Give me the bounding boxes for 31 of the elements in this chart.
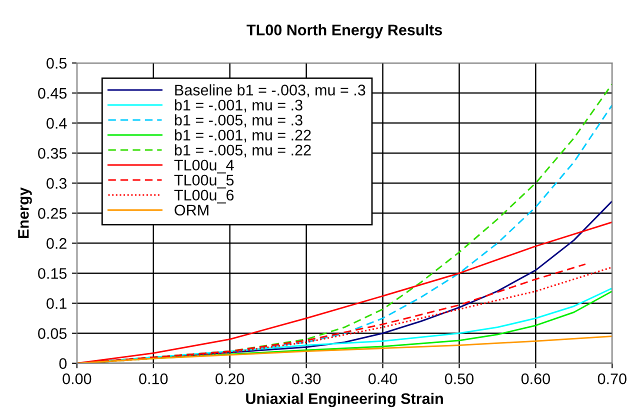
y-tick-label: 0.1 xyxy=(46,298,66,309)
x-tick-label: 0.00 xyxy=(62,373,92,384)
x-tick-label: 0.20 xyxy=(216,373,244,384)
y-tick-label: 0.15 xyxy=(38,268,67,279)
legend-label: b1 = -.001, mu = .3 xyxy=(174,99,302,112)
y-tick-label: 0.25 xyxy=(38,208,67,219)
legend-label: b1 = -.005, mu = .22 xyxy=(174,144,311,158)
x-tick-label: 0.60 xyxy=(521,373,550,384)
legend-label: b1 = -.001, mu = .22 xyxy=(174,129,311,142)
legend-label: TL00u_5 xyxy=(174,174,234,188)
y-tick-label: 0.05 xyxy=(38,328,67,339)
y-axis-title: Energy xyxy=(18,187,32,238)
legend-label: b1 = -.005, mu = .3 xyxy=(174,114,302,128)
legend-label: TL00u_4 xyxy=(174,160,234,174)
x-axis-title: Uniaxial Engineering Strain xyxy=(246,392,443,408)
y-tick-label: 0.4 xyxy=(46,118,67,129)
y-tick-label: 0.2 xyxy=(46,238,66,249)
x-tick-label: 0.40 xyxy=(368,373,398,384)
chart-title: TL00 North Energy Results xyxy=(246,24,442,38)
y-tick-label: 0 xyxy=(59,358,67,369)
y-tick-label: 0.35 xyxy=(38,148,67,159)
x-tick-label: 0.70 xyxy=(598,373,626,384)
x-tick-label: 0.30 xyxy=(292,373,321,384)
y-tick-label: 0.45 xyxy=(38,88,67,99)
x-tick-label: 0.50 xyxy=(444,373,474,384)
y-tick-label: 0.5 xyxy=(46,58,67,69)
y-tick-label: 0.3 xyxy=(46,178,67,189)
legend-label: Baseline b1 = -.003, mu = .3 xyxy=(175,84,366,98)
legend-label: TL00u_6 xyxy=(174,190,234,204)
legend-label: ORM xyxy=(174,204,208,216)
x-tick-label: 0.10 xyxy=(139,373,168,384)
